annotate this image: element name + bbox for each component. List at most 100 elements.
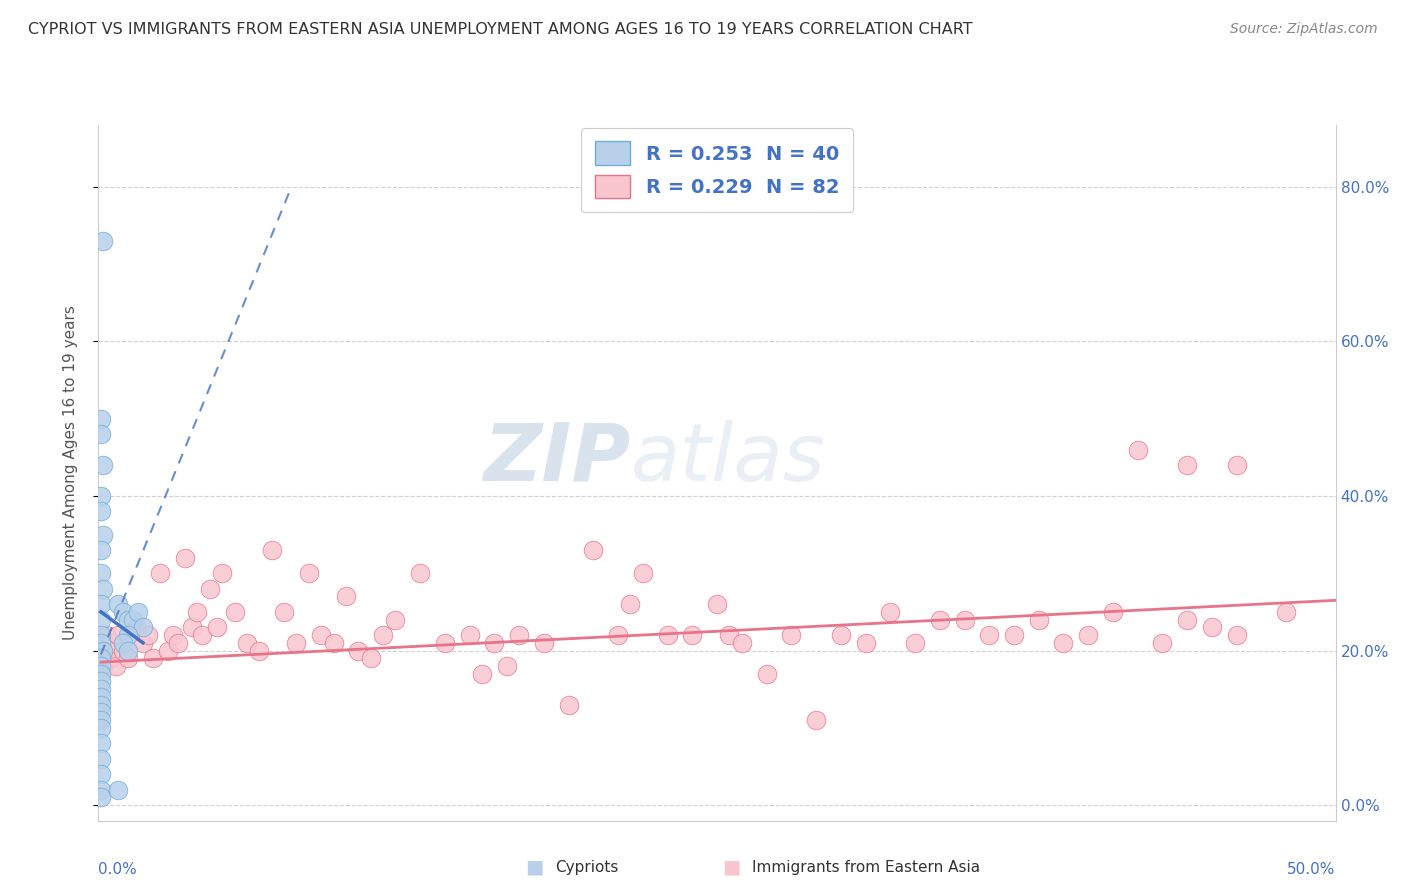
Point bbox=[360, 651, 382, 665]
Point bbox=[90, 666, 112, 681]
Point bbox=[117, 628, 139, 642]
Point bbox=[458, 628, 481, 642]
Point bbox=[90, 566, 112, 581]
Point bbox=[90, 713, 112, 727]
Point bbox=[1226, 628, 1249, 642]
Point bbox=[162, 628, 184, 642]
Point bbox=[1152, 636, 1174, 650]
Point bbox=[107, 597, 129, 611]
Point bbox=[928, 613, 950, 627]
Point bbox=[1077, 628, 1099, 642]
Point bbox=[309, 628, 332, 642]
Point bbox=[112, 643, 135, 657]
Point bbox=[90, 682, 112, 697]
Point bbox=[90, 790, 112, 805]
Point bbox=[132, 636, 155, 650]
Text: 50.0%: 50.0% bbox=[1288, 863, 1336, 878]
Point bbox=[90, 651, 112, 665]
Point bbox=[879, 605, 901, 619]
Text: ■: ■ bbox=[524, 857, 544, 877]
Point bbox=[335, 590, 357, 604]
Point bbox=[93, 582, 115, 596]
Text: CYPRIOT VS IMMIGRANTS FROM EASTERN ASIA UNEMPLOYMENT AMONG AGES 16 TO 19 YEARS C: CYPRIOT VS IMMIGRANTS FROM EASTERN ASIA … bbox=[28, 22, 973, 37]
Point bbox=[156, 643, 179, 657]
Point bbox=[657, 628, 679, 642]
Point bbox=[979, 628, 1001, 642]
Point bbox=[495, 659, 517, 673]
Point bbox=[166, 636, 188, 650]
Point bbox=[681, 628, 703, 642]
Point bbox=[90, 698, 112, 712]
Point bbox=[1028, 613, 1050, 627]
Text: atlas: atlas bbox=[630, 420, 825, 498]
Point bbox=[174, 550, 197, 565]
Point bbox=[508, 628, 530, 642]
Point bbox=[90, 736, 112, 750]
Point bbox=[97, 643, 120, 657]
Point bbox=[1126, 442, 1149, 457]
Point bbox=[93, 527, 115, 541]
Point bbox=[112, 605, 135, 619]
Point bbox=[384, 613, 406, 627]
Point bbox=[619, 597, 641, 611]
Point bbox=[112, 636, 135, 650]
Point bbox=[90, 721, 112, 735]
Point bbox=[149, 566, 172, 581]
Point bbox=[236, 636, 259, 650]
Point bbox=[90, 767, 112, 781]
Point bbox=[224, 605, 246, 619]
Point bbox=[855, 636, 877, 650]
Point bbox=[1226, 458, 1249, 472]
Point bbox=[93, 659, 115, 673]
Point bbox=[953, 613, 976, 627]
Point bbox=[484, 636, 506, 650]
Text: ZIP: ZIP bbox=[484, 420, 630, 498]
Y-axis label: Unemployment Among Ages 16 to 19 years: Unemployment Among Ages 16 to 19 years bbox=[63, 305, 77, 640]
Point bbox=[186, 605, 208, 619]
Point bbox=[205, 620, 228, 634]
Point bbox=[181, 620, 204, 634]
Point bbox=[1175, 458, 1198, 472]
Point bbox=[533, 636, 555, 650]
Point bbox=[582, 543, 605, 558]
Point bbox=[90, 628, 112, 642]
Point bbox=[117, 613, 139, 627]
Point bbox=[90, 690, 112, 704]
Point bbox=[1052, 636, 1074, 650]
Point bbox=[90, 543, 112, 558]
Point bbox=[90, 636, 112, 650]
Point bbox=[93, 458, 115, 472]
Point bbox=[198, 582, 221, 596]
Point bbox=[904, 636, 927, 650]
Point bbox=[90, 782, 112, 797]
Legend: R = 0.253  N = 40, R = 0.229  N = 82: R = 0.253 N = 40, R = 0.229 N = 82 bbox=[582, 128, 852, 212]
Point bbox=[409, 566, 432, 581]
Point bbox=[90, 597, 112, 611]
Point bbox=[247, 643, 270, 657]
Point bbox=[90, 427, 112, 442]
Text: Cypriots: Cypriots bbox=[555, 860, 619, 874]
Point bbox=[136, 628, 159, 642]
Point bbox=[804, 713, 827, 727]
Point bbox=[93, 234, 115, 248]
Point bbox=[93, 643, 115, 657]
Point bbox=[1275, 605, 1298, 619]
Point bbox=[107, 628, 129, 642]
Point bbox=[631, 566, 654, 581]
Point bbox=[90, 613, 112, 627]
Point bbox=[347, 643, 370, 657]
Point bbox=[755, 666, 778, 681]
Point bbox=[124, 620, 146, 634]
Point bbox=[90, 752, 112, 766]
Point bbox=[433, 636, 456, 650]
Point bbox=[122, 613, 145, 627]
Point bbox=[322, 636, 344, 650]
Point bbox=[90, 636, 112, 650]
Point bbox=[731, 636, 754, 650]
Point bbox=[471, 666, 494, 681]
Point bbox=[780, 628, 803, 642]
Point bbox=[371, 628, 394, 642]
Point bbox=[706, 597, 728, 611]
Point bbox=[90, 643, 112, 657]
Point bbox=[90, 411, 112, 425]
